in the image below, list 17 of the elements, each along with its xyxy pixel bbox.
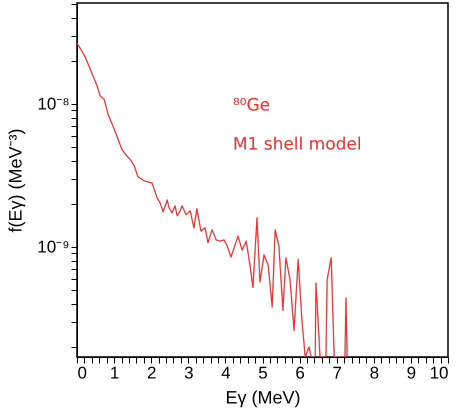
x-tick-label: 0 bbox=[78, 364, 87, 382]
annotation: ⁸⁰Ge bbox=[232, 96, 270, 116]
x-tick-label: 8 bbox=[370, 364, 380, 382]
y-axis-title: f(Eγ) (MeV⁻³) bbox=[5, 128, 26, 232]
x-tick-label: 6 bbox=[295, 364, 305, 382]
x-tick-label: 2 bbox=[146, 364, 156, 382]
x-axis-title: Eγ (MeV) bbox=[225, 388, 301, 408]
x-tick-label: 7 bbox=[332, 364, 342, 382]
x-tick-label: 5 bbox=[258, 364, 268, 382]
x-tick-label: 1 bbox=[110, 364, 120, 382]
x-tick-label: 10 bbox=[430, 364, 448, 382]
y-tick-label: 10⁻⁹ bbox=[37, 237, 70, 256]
y-tick-label: 10⁻⁸ bbox=[37, 94, 70, 114]
x-tick-label: 4 bbox=[221, 364, 231, 382]
x-tick-label: 3 bbox=[184, 364, 194, 382]
x-tick-label: 9 bbox=[406, 364, 416, 382]
annotation: M1 shell model bbox=[232, 134, 362, 155]
